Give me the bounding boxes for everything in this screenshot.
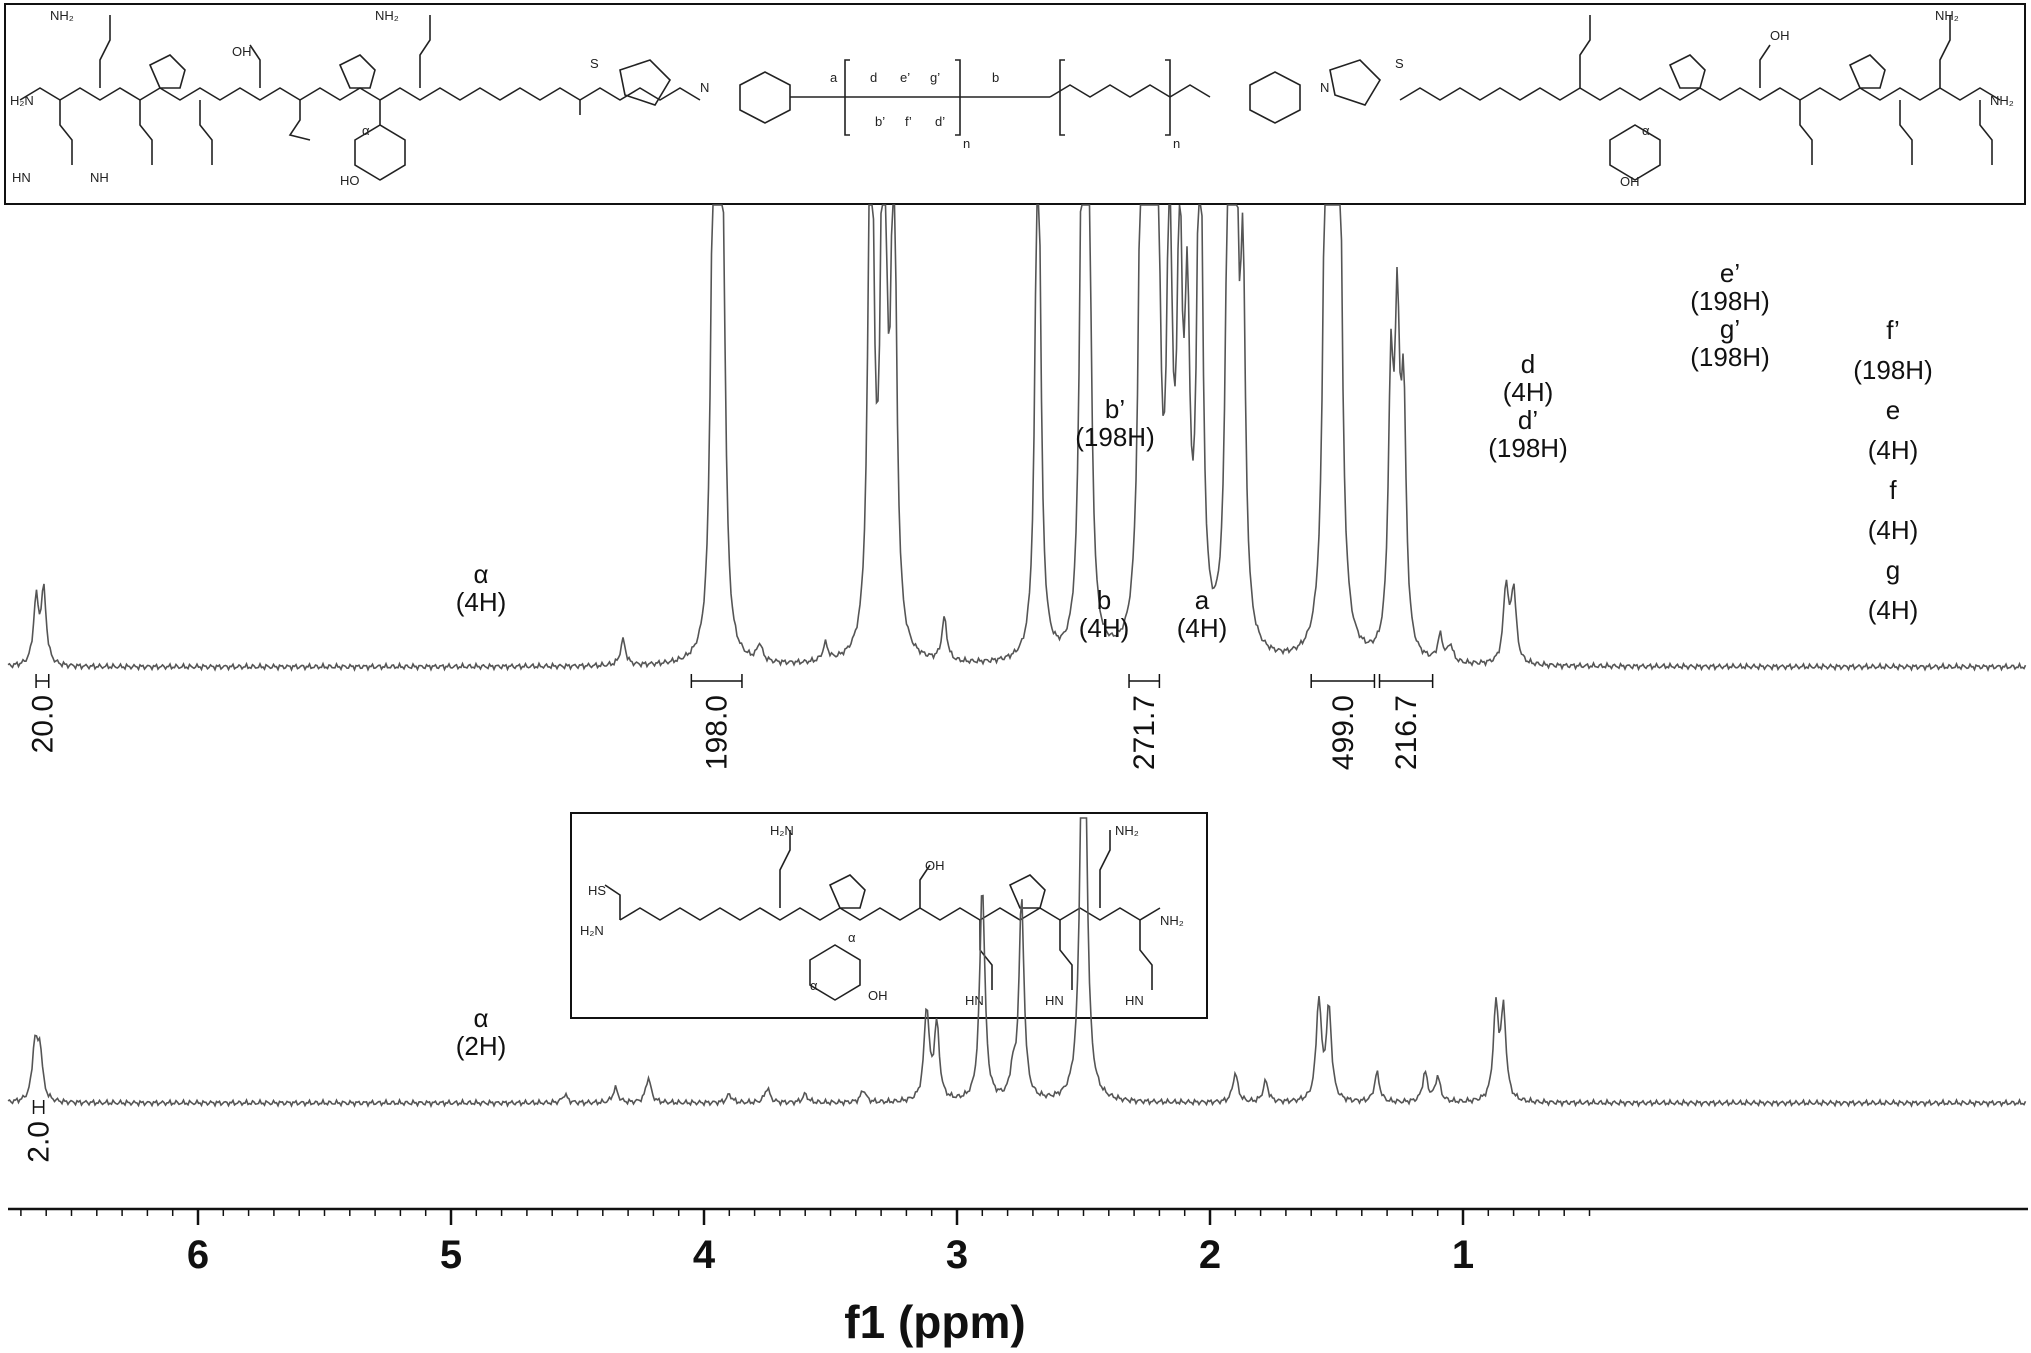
top-structure-labels: H₂N NH₂ HN NH OH HO NH₂ S N a b d e’ g’ … xyxy=(10,8,2014,189)
chain-label-b-prime: b’ xyxy=(875,114,885,129)
spectrum-trace-bottom xyxy=(7,817,2027,1109)
amine-label: NH₂ xyxy=(50,8,74,23)
nitrogen-label: N xyxy=(1320,80,1329,95)
integral-region: 271.7 xyxy=(1128,674,1161,770)
amine-label: HN xyxy=(965,993,984,1008)
top-structure-drawing xyxy=(19,15,2001,181)
amine-label: NH₂ xyxy=(1990,93,2014,108)
alpha-label: α xyxy=(362,123,370,138)
spectrum-trace-top xyxy=(7,204,2027,672)
x-axis-ticks: 87654321 xyxy=(20,1209,1591,1277)
peak-assignment-top: b (4H) xyxy=(1079,585,1130,643)
amine-label: H₂N xyxy=(770,823,794,838)
amine-label: NH₂ xyxy=(1115,823,1139,838)
bottom-structure-labels: HS H₂N H₂N OH OH NH₂ NH₂ HN HN HN α α xyxy=(580,823,1184,1008)
chain-label-b: b xyxy=(992,70,999,85)
sulfur-label: S xyxy=(590,56,599,71)
x-tick-label: 3 xyxy=(946,1233,968,1277)
bottom-structure-drawing xyxy=(604,830,1161,1001)
chain-label-a: a xyxy=(830,70,838,85)
x-tick-label: 2 xyxy=(1199,1233,1221,1277)
chain-label-g-prime: g’ xyxy=(930,70,940,85)
annotation-layer: α (4H) b (4H) a (4H) b’ (198H) d (4H) d’ (198H) e’ (1… xyxy=(456,258,1933,1061)
alpha-label: α xyxy=(848,930,856,945)
integral-value: 216.7 xyxy=(1390,695,1423,770)
sulfur-label: S xyxy=(1395,56,1404,71)
integral-value: 499.0 xyxy=(1327,695,1360,770)
integral-region: 198.0 xyxy=(690,674,743,770)
alpha-label: α xyxy=(810,978,818,993)
repeat-n-label: n xyxy=(963,136,970,151)
integral-region: 216.7 xyxy=(1378,674,1434,770)
hydroxyl-label: OH xyxy=(925,858,945,873)
x-tick-label: 1 xyxy=(1452,1233,1474,1277)
hydroxyl-label: OH xyxy=(868,988,888,1003)
amine-label: HN xyxy=(1125,993,1144,1008)
chain-label-f-prime: f’ xyxy=(905,114,912,129)
chain-label-e-prime: e’ xyxy=(900,70,910,85)
integral-region: 20.0 xyxy=(26,674,59,753)
x-tick-label: 6 xyxy=(187,1233,209,1277)
peak-assignment-top: b’ (198H) xyxy=(1075,394,1154,452)
integral-region: 499.0 xyxy=(1310,674,1376,770)
peak-assignment-top: f’ (198H) e (4H) f (4H) g (4H) xyxy=(1853,315,1932,625)
hydroxyl-label: OH xyxy=(1770,28,1790,43)
nitrogen-label: N xyxy=(700,80,709,95)
integral-value: 20.0 xyxy=(26,695,59,753)
alpha-label: α xyxy=(1642,123,1650,138)
amine-label: H₂N xyxy=(10,93,34,108)
x-tick-label: 5 xyxy=(440,1233,462,1277)
integral-value: 2.0 xyxy=(23,1121,56,1163)
amine-label: NH₂ xyxy=(375,8,399,23)
amine-label: H₂N xyxy=(580,923,604,938)
spectra-layer xyxy=(7,204,2027,1109)
x-axis: 87654321 f1 (ppm) xyxy=(8,1207,2028,1348)
chain-label-d-prime: d’ xyxy=(935,114,945,129)
peak-assignment-bottom: α (2H) xyxy=(456,1003,507,1061)
peak-assignment-top: a (4H) xyxy=(1177,585,1228,643)
bottom-structure-inset: HS H₂N H₂N OH OH NH₂ NH₂ HN HN HN α α xyxy=(570,812,1208,1019)
integral-value: 198.0 xyxy=(701,695,734,770)
amine-label: HN xyxy=(1045,993,1064,1008)
hydroxyl-label: OH xyxy=(1620,174,1640,189)
integral-layer: 20.0 198.0 271.7 499.0 216.7 2.0 xyxy=(23,674,1434,1163)
chain-label-d: d xyxy=(870,70,877,85)
integral-region: 2.0 xyxy=(23,1100,56,1163)
amine-label: NH₂ xyxy=(1160,913,1184,928)
hydroxyl-label: HO xyxy=(340,173,360,188)
peak-assignment-top: d (4H) d’ (198H) xyxy=(1488,349,1567,463)
hydroxyl-label: OH xyxy=(232,44,252,59)
amine-label: NH₂ xyxy=(1935,8,1959,23)
repeat-n-label: n xyxy=(1173,136,1180,151)
thiol-label: HS xyxy=(588,883,606,898)
integral-value: 271.7 xyxy=(1128,695,1161,770)
peak-assignment-top: α (4H) xyxy=(456,559,507,617)
amine-label: HN xyxy=(12,170,31,185)
top-structure-inset: H₂N NH₂ HN NH OH HO NH₂ S N a b d e’ g’ … xyxy=(4,3,2026,205)
amine-label: NH xyxy=(90,170,109,185)
x-tick-label: 4 xyxy=(693,1233,716,1277)
peak-assignment-top: e’ (198H) g’ (198H) xyxy=(1690,258,1769,372)
x-axis-title: f1 (ppm) xyxy=(844,1296,1025,1348)
